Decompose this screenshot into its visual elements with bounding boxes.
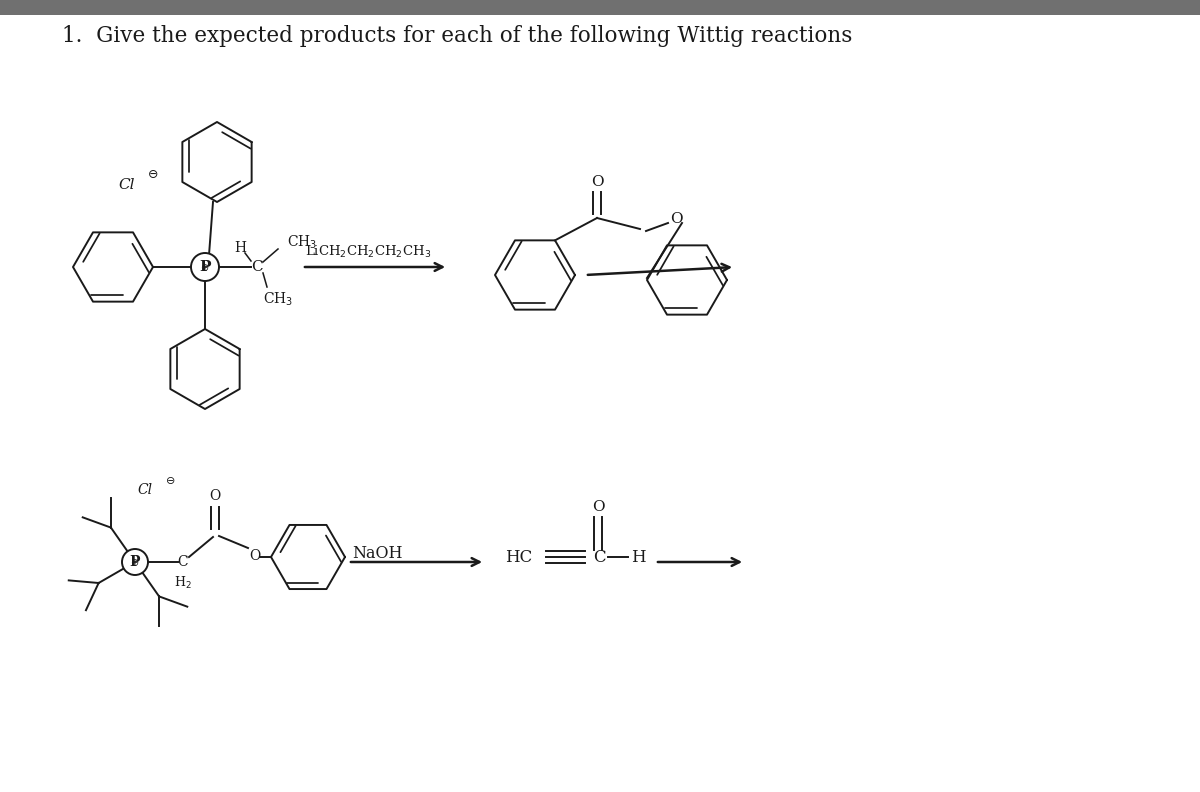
Text: H$_2$: H$_2$	[174, 575, 192, 591]
Text: C: C	[178, 555, 188, 569]
Text: $\oplus$: $\oplus$	[131, 557, 139, 568]
Text: H: H	[234, 241, 246, 255]
Text: $\ominus$: $\ominus$	[148, 167, 158, 181]
Text: O: O	[250, 549, 260, 563]
Text: O: O	[590, 175, 604, 189]
Text: LiCH$_2$CH$_2$CH$_2$CH$_3$: LiCH$_2$CH$_2$CH$_2$CH$_3$	[305, 244, 431, 260]
Bar	[0, 0, 1200, 15]
Text: NaOH: NaOH	[352, 546, 402, 562]
Text: CH$_3$: CH$_3$	[287, 234, 317, 251]
Text: C: C	[251, 260, 263, 274]
Text: 1.  Give the expected products for each of the following Wittig reactions: 1. Give the expected products for each o…	[62, 25, 852, 47]
Text: Cl: Cl	[119, 178, 136, 192]
Text: O: O	[209, 489, 221, 503]
Circle shape	[191, 253, 220, 281]
Circle shape	[122, 549, 148, 575]
Text: H: H	[631, 549, 646, 565]
Text: CH$_3$: CH$_3$	[263, 291, 293, 308]
Text: O: O	[592, 500, 605, 514]
Text: P: P	[199, 260, 211, 274]
Text: $\oplus$: $\oplus$	[200, 261, 210, 272]
Text: O: O	[670, 212, 683, 226]
Text: Cl: Cl	[138, 483, 154, 497]
Text: P: P	[130, 555, 140, 569]
Text: HC: HC	[505, 549, 533, 565]
Text: $\ominus$: $\ominus$	[164, 474, 175, 485]
Text: C: C	[593, 549, 606, 565]
